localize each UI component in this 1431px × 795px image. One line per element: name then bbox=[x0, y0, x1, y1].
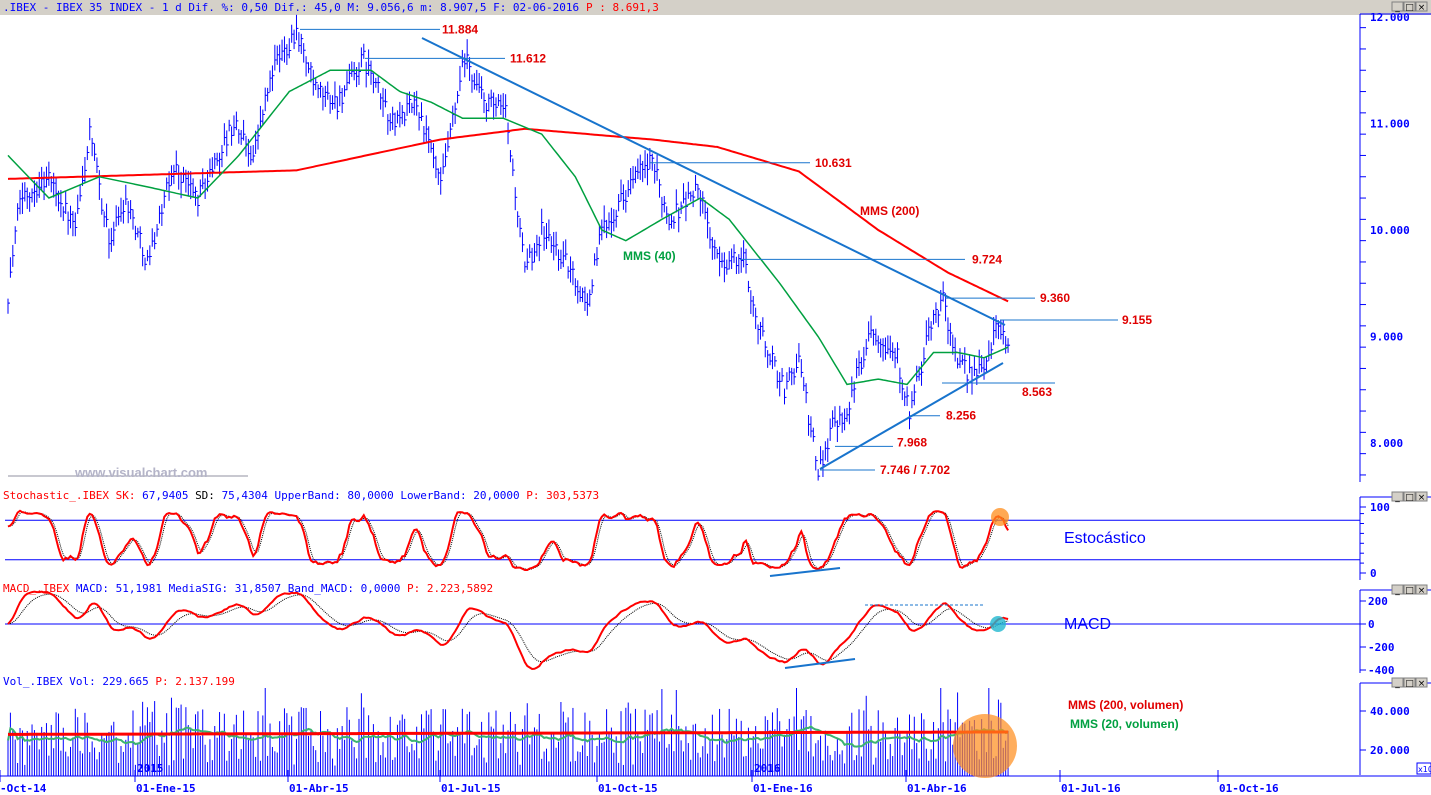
price-pane: 11.884 11.612 10.631 9.724 9.360 9.155 8.563 8.… bbox=[7, 14, 1152, 481]
macd-tick-label: 200 bbox=[1368, 595, 1388, 608]
header-symbol: .IBEX - IBEX 35 INDEX - 1 d Dif. %: 0,50… bbox=[3, 1, 579, 14]
level-label: 8.563 bbox=[1022, 385, 1052, 399]
level-label: 8.256 bbox=[946, 409, 976, 423]
volume-highlight-circle bbox=[953, 714, 1017, 778]
ma40-label: MMS (40) bbox=[623, 249, 676, 263]
level-label: 11.884 bbox=[442, 22, 478, 36]
minimize-icon: _ bbox=[1394, 679, 1400, 689]
y-tick-label: 9.000 bbox=[1370, 331, 1403, 344]
stoch-tick-label: 100 bbox=[1370, 501, 1390, 514]
maximize-button[interactable] bbox=[1403, 584, 1416, 595]
macd-signal-line bbox=[7, 593, 1009, 663]
y-tick-label: 8.000 bbox=[1370, 437, 1403, 450]
close-button[interactable] bbox=[1415, 491, 1428, 502]
volume-pane bbox=[7, 688, 1017, 778]
stoch-sk-line bbox=[7, 509, 1009, 571]
axes-and-frames: 12.000 11.000 10.000 9.000 8.000 100 0 200 0 -200… bbox=[0, 11, 1431, 777]
x-tick-label: -Oct-14 bbox=[0, 782, 47, 795]
maximize-icon: □ bbox=[1405, 493, 1414, 503]
minimize-icon: _ bbox=[1394, 3, 1400, 13]
minimize-button[interactable] bbox=[1391, 1, 1404, 12]
stochastic-pane bbox=[5, 508, 1360, 577]
maximize-button[interactable] bbox=[1403, 491, 1416, 502]
window-buttons: _ □ × _ □ × _ □ × _ □ × bbox=[1391, 1, 1428, 689]
maximize-icon: □ bbox=[1405, 586, 1414, 596]
ma200-label: MMS (200) bbox=[860, 204, 919, 218]
x-tick-label: 01-Oct-15 bbox=[598, 782, 658, 795]
level-label: 11.612 bbox=[510, 51, 546, 65]
macd-tick-label: 0 bbox=[1368, 618, 1375, 631]
volume-ma200-label: MMS (200, volumen) bbox=[1068, 698, 1183, 712]
macd-tick-label: -400 bbox=[1368, 664, 1395, 677]
x-tick-label: 01-Ene-15 bbox=[136, 782, 196, 795]
stoch-header: Stochastic_.IBEX SK: 67,9405 SD: 75,4304… bbox=[3, 489, 599, 502]
macd-title: MACD bbox=[1064, 616, 1111, 633]
x-tick-label: 01-Jul-16 bbox=[1061, 782, 1121, 795]
header-last-price: P : 8.691,3 bbox=[586, 1, 659, 14]
x-tick-label: 01-Ene-16 bbox=[753, 782, 813, 795]
close-icon: × bbox=[1418, 493, 1426, 503]
maximize-button[interactable] bbox=[1403, 677, 1416, 688]
macd-line bbox=[7, 590, 1009, 671]
close-button[interactable] bbox=[1415, 584, 1428, 595]
maximize-icon: □ bbox=[1405, 679, 1414, 689]
x-tick-label: 01-Jul-15 bbox=[441, 782, 501, 795]
macd-divergence-line bbox=[784, 658, 856, 669]
volume-ma200-line bbox=[8, 730, 1009, 736]
stoch-highlight-circle bbox=[991, 508, 1009, 526]
x-tick-label: 01-Oct-16 bbox=[1219, 782, 1279, 795]
ma200-line bbox=[7, 127, 1009, 303]
minimize-icon: _ bbox=[1394, 586, 1400, 596]
y-tick-label: 11.000 bbox=[1370, 118, 1410, 131]
y-tick-label: 12.000 bbox=[1370, 11, 1410, 24]
volume-tick-label: 20.000 bbox=[1370, 744, 1410, 757]
maximize-icon: □ bbox=[1405, 3, 1414, 13]
x-tick-label: 01-Abr-16 bbox=[907, 782, 967, 795]
ma40-line bbox=[7, 69, 1009, 386]
y-tick-label: 10.000 bbox=[1370, 224, 1410, 237]
level-label: 7.746 / 7.702 bbox=[880, 463, 950, 477]
level-label: 7.968 bbox=[897, 435, 927, 449]
volume-ma20-label: MMS (20, volumen) bbox=[1070, 717, 1179, 731]
stoch-tick-label: 0 bbox=[1370, 567, 1377, 580]
minimize-button[interactable] bbox=[1391, 677, 1404, 688]
close-icon: × bbox=[1418, 586, 1426, 596]
downtrend-line bbox=[421, 37, 1006, 326]
close-icon: × bbox=[1418, 3, 1426, 13]
macd-pane bbox=[5, 590, 1360, 671]
close-icon: × bbox=[1418, 679, 1426, 689]
stochastic-title: Estocástico bbox=[1064, 530, 1146, 547]
level-label: 9.724 bbox=[972, 252, 1002, 266]
volume-tick-label: 40.000 bbox=[1370, 705, 1410, 718]
stoch-sd-line bbox=[7, 511, 1009, 571]
year-label: 2015 bbox=[137, 762, 164, 775]
multiplier-label: x10 bbox=[1418, 765, 1431, 774]
minimize-icon: _ bbox=[1394, 493, 1400, 503]
year-label: 2016 bbox=[754, 762, 781, 775]
level-label: 10.631 bbox=[815, 156, 852, 170]
x-axis: -Oct-14 01-Ene-15 01-Abr-15 01-Jul-15 01-Oct… bbox=[0, 762, 1279, 795]
level-label: 9.360 bbox=[1040, 291, 1070, 305]
title-bar bbox=[0, 0, 1431, 15]
x-tick-label: 01-Abr-15 bbox=[289, 782, 349, 795]
level-label: 9.155 bbox=[1122, 313, 1152, 327]
watermark: www.visualchart.com bbox=[74, 465, 207, 480]
minimize-button[interactable] bbox=[1391, 491, 1404, 502]
close-button[interactable] bbox=[1415, 677, 1428, 688]
minimize-button[interactable] bbox=[1391, 584, 1404, 595]
macd-highlight-circle bbox=[990, 616, 1006, 632]
macd-tick-label: -200 bbox=[1368, 641, 1395, 654]
macd-header: MACD_.IBEX MACD: 51,1981 MediaSIG: 31,85… bbox=[3, 582, 493, 595]
volume-header: Vol_.IBEX Vol: 229.665 P: 2.137.199 bbox=[3, 675, 235, 688]
multiplier-box bbox=[1416, 762, 1431, 775]
maximize-button[interactable] bbox=[1403, 1, 1416, 12]
stoch-divergence-line bbox=[769, 567, 841, 577]
close-button[interactable] bbox=[1415, 1, 1428, 12]
